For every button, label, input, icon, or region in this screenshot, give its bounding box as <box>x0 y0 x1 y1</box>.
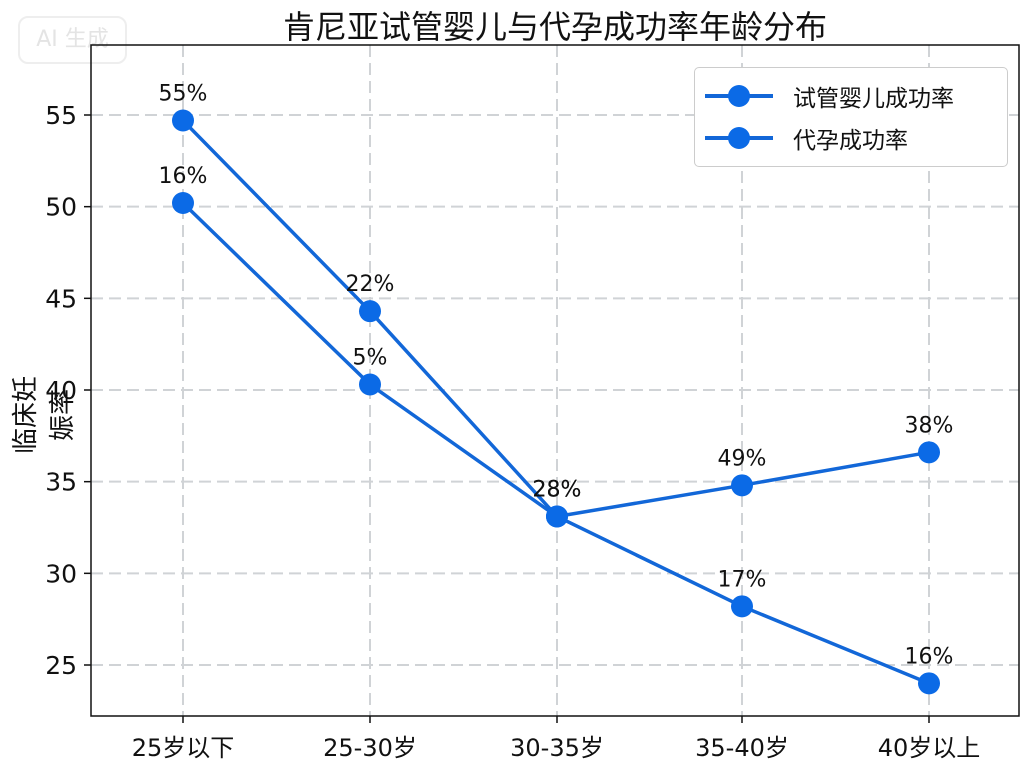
x-tick-label: 25-30岁 <box>323 734 417 762</box>
y-tick-label: 25 <box>45 651 77 680</box>
y-tick-label: 35 <box>45 468 77 497</box>
data-label: 49% <box>718 446 767 471</box>
x-tick-label: 35-40岁 <box>695 734 789 762</box>
data-label: 55% <box>159 82 208 107</box>
data-label: 38% <box>905 413 954 438</box>
legend-item-ivf: 试管婴儿成功率 <box>705 76 954 116</box>
x-tick-label: 40岁以上 <box>878 734 981 762</box>
y-tick-label: 30 <box>45 559 77 588</box>
plot-frame <box>90 44 1020 717</box>
legend-label: 代孕成功率 <box>793 128 908 154</box>
line-marker-icon <box>705 85 773 107</box>
line-marker-icon <box>705 127 773 149</box>
x-tick-label: 30-35岁 <box>510 734 604 762</box>
data-label: 17% <box>718 567 767 592</box>
y-tick-label: 45 <box>45 284 77 313</box>
data-point <box>731 474 753 497</box>
data-label: 16% <box>905 644 954 669</box>
data-label: 5% <box>353 346 388 371</box>
chart-title: 肯尼亚试管婴儿与代孕成功率年龄分布 <box>282 8 827 46</box>
legend-label: 试管婴儿成功率 <box>793 86 954 112</box>
data-point <box>359 300 381 323</box>
data-label: 16% <box>159 164 208 189</box>
data-point <box>918 672 940 695</box>
y-tick-label: 40 <box>45 376 77 405</box>
y-tick-label: 55 <box>45 101 77 130</box>
data-point <box>172 109 194 132</box>
data-point <box>546 505 568 528</box>
data-point <box>172 192 194 214</box>
legend-item-surrogacy: 代孕成功率 <box>705 118 908 158</box>
data-label: 28% <box>533 478 582 503</box>
ai-generated-watermark: AI 生成 <box>18 16 127 64</box>
data-point <box>731 595 753 618</box>
data-label: 22% <box>346 272 395 297</box>
series-line <box>181 119 930 685</box>
legend: 试管婴儿成功率 代孕成功率 <box>694 67 1008 167</box>
x-tick-label: 25岁以下 <box>132 734 235 762</box>
data-label: 28% <box>533 478 582 503</box>
data-point <box>918 441 940 464</box>
y-tick-label: 50 <box>45 193 77 222</box>
data-point <box>359 373 381 396</box>
